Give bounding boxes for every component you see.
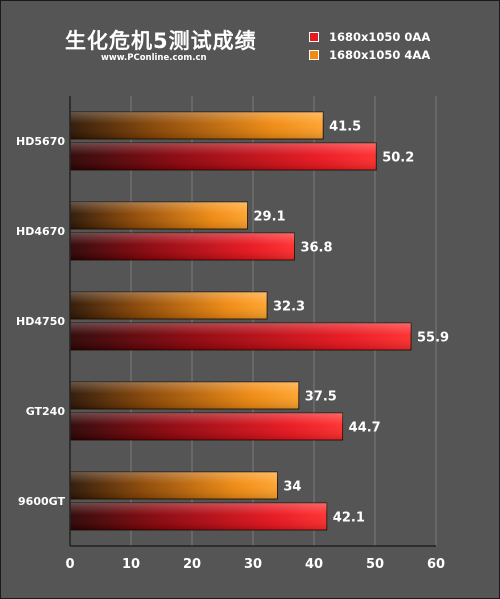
legend-label-0aa: 1680x1050 0AA [329,30,431,44]
x-tick-label: 0 [65,557,74,572]
bar-shine-hd4670-series-0 [70,202,248,229]
category-label-hd5670: HD5670 [16,135,65,148]
data-label-gt240-series-1: 44.7 [349,421,381,436]
legend-item-0aa: 1680x1050 0AA [309,29,430,45]
x-tick-label: 20 [183,557,201,572]
category-label-hd4750: HD4750 [16,315,65,328]
data-label-hd4670-series-1: 36.8 [300,241,332,256]
bar-shine-hd4750-series-1 [70,323,411,350]
bar-shine-9600gt-series-1 [70,503,327,530]
x-tick-label: 10 [122,557,140,572]
category-label-hd4670: HD4670 [16,225,65,238]
data-label-hd5670-series-0: 41.5 [329,120,361,135]
category-label-9600gt: 9600GT [18,495,65,508]
legend: 1680x1050 0AA 1680x1050 4AA [309,29,430,65]
legend-swatch-4aa [309,50,319,60]
data-label-hd4750-series-1: 55.9 [417,331,449,346]
legend-item-4aa: 1680x1050 4AA [309,47,430,63]
x-tick-label: 40 [305,557,323,572]
category-label-gt240: GT240 [26,405,66,418]
bar-shine-9600gt-series-0 [70,472,278,499]
chart-subtitle: www.PConline.com.cn [101,53,207,63]
data-label-hd5670-series-1: 50.2 [382,151,414,166]
bar-shine-hd4670-series-1 [70,233,295,260]
data-label-9600gt-series-1: 42.1 [333,511,365,526]
x-tick-label: 30 [244,557,262,572]
bar-shine-hd5670-series-1 [70,143,377,170]
legend-swatch-0aa [309,32,319,42]
data-label-9600gt-series-0: 34 [283,480,301,495]
bar-shine-hd4750-series-0 [70,292,268,319]
chart-title: 生化危机5测试成绩 [65,29,257,53]
x-tick-label: 50 [366,557,384,572]
bar-shine-gt240-series-0 [70,382,299,409]
bar-shine-hd5670-series-0 [70,112,324,139]
x-tick-label: 60 [427,557,445,572]
data-label-gt240-series-0: 37.5 [305,390,337,405]
bar-shine-gt240-series-1 [70,413,343,440]
data-label-hd4670-series-0: 29.1 [254,210,286,225]
data-label-hd4750-series-0: 32.3 [273,300,305,315]
legend-label-4aa: 1680x1050 4AA [329,48,431,62]
